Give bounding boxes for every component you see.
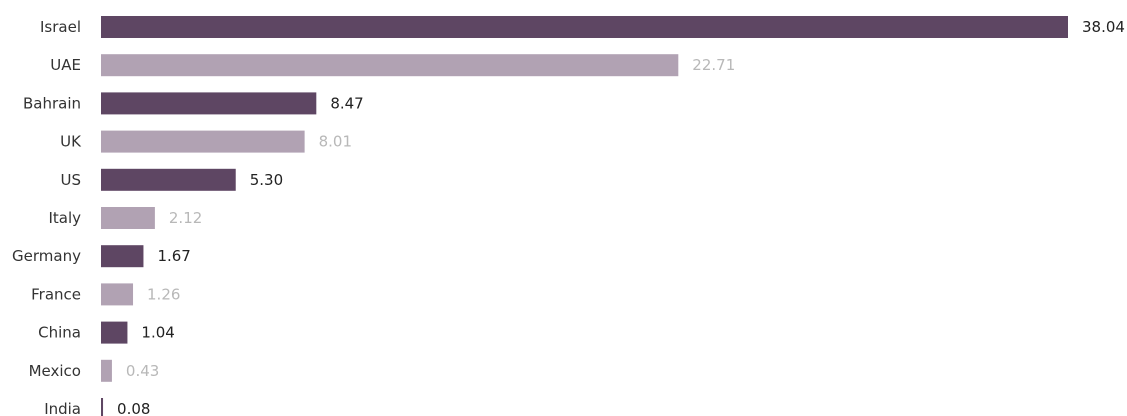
value-label: 0.43 [126, 362, 159, 380]
bar-uae [101, 54, 679, 77]
bar-us [101, 168, 236, 191]
category-label: China [38, 324, 81, 342]
bar-mexico [101, 359, 112, 382]
category-label: India [44, 400, 81, 416]
bar-israel [101, 16, 1068, 38]
value-label: 8.47 [330, 94, 363, 112]
category-label: Italy [48, 209, 81, 227]
bar-india [101, 398, 104, 416]
category-label: US [60, 171, 81, 189]
value-label: 38.04 [1082, 18, 1125, 36]
category-label: Israel [40, 18, 81, 36]
category-label: Mexico [29, 362, 81, 380]
value-label: 2.12 [169, 209, 202, 227]
value-label: 0.08 [117, 400, 150, 416]
bar-germany [101, 245, 144, 268]
value-label: 5.30 [250, 171, 283, 189]
category-label: UK [60, 133, 82, 151]
value-label: 1.04 [141, 324, 174, 342]
bar-china [101, 321, 128, 344]
value-label: 1.26 [147, 285, 180, 303]
value-label: 22.71 [692, 56, 735, 74]
category-label: Germany [12, 247, 81, 265]
bar-france [101, 283, 134, 306]
value-label: 1.67 [157, 247, 190, 265]
category-label: Bahrain [23, 94, 81, 112]
value-label: 8.01 [319, 133, 352, 151]
bar-bahrain [101, 92, 317, 115]
category-label: UAE [50, 56, 81, 74]
category-label: France [31, 285, 81, 303]
bar-italy [101, 207, 155, 229]
bar-uk [101, 130, 305, 153]
